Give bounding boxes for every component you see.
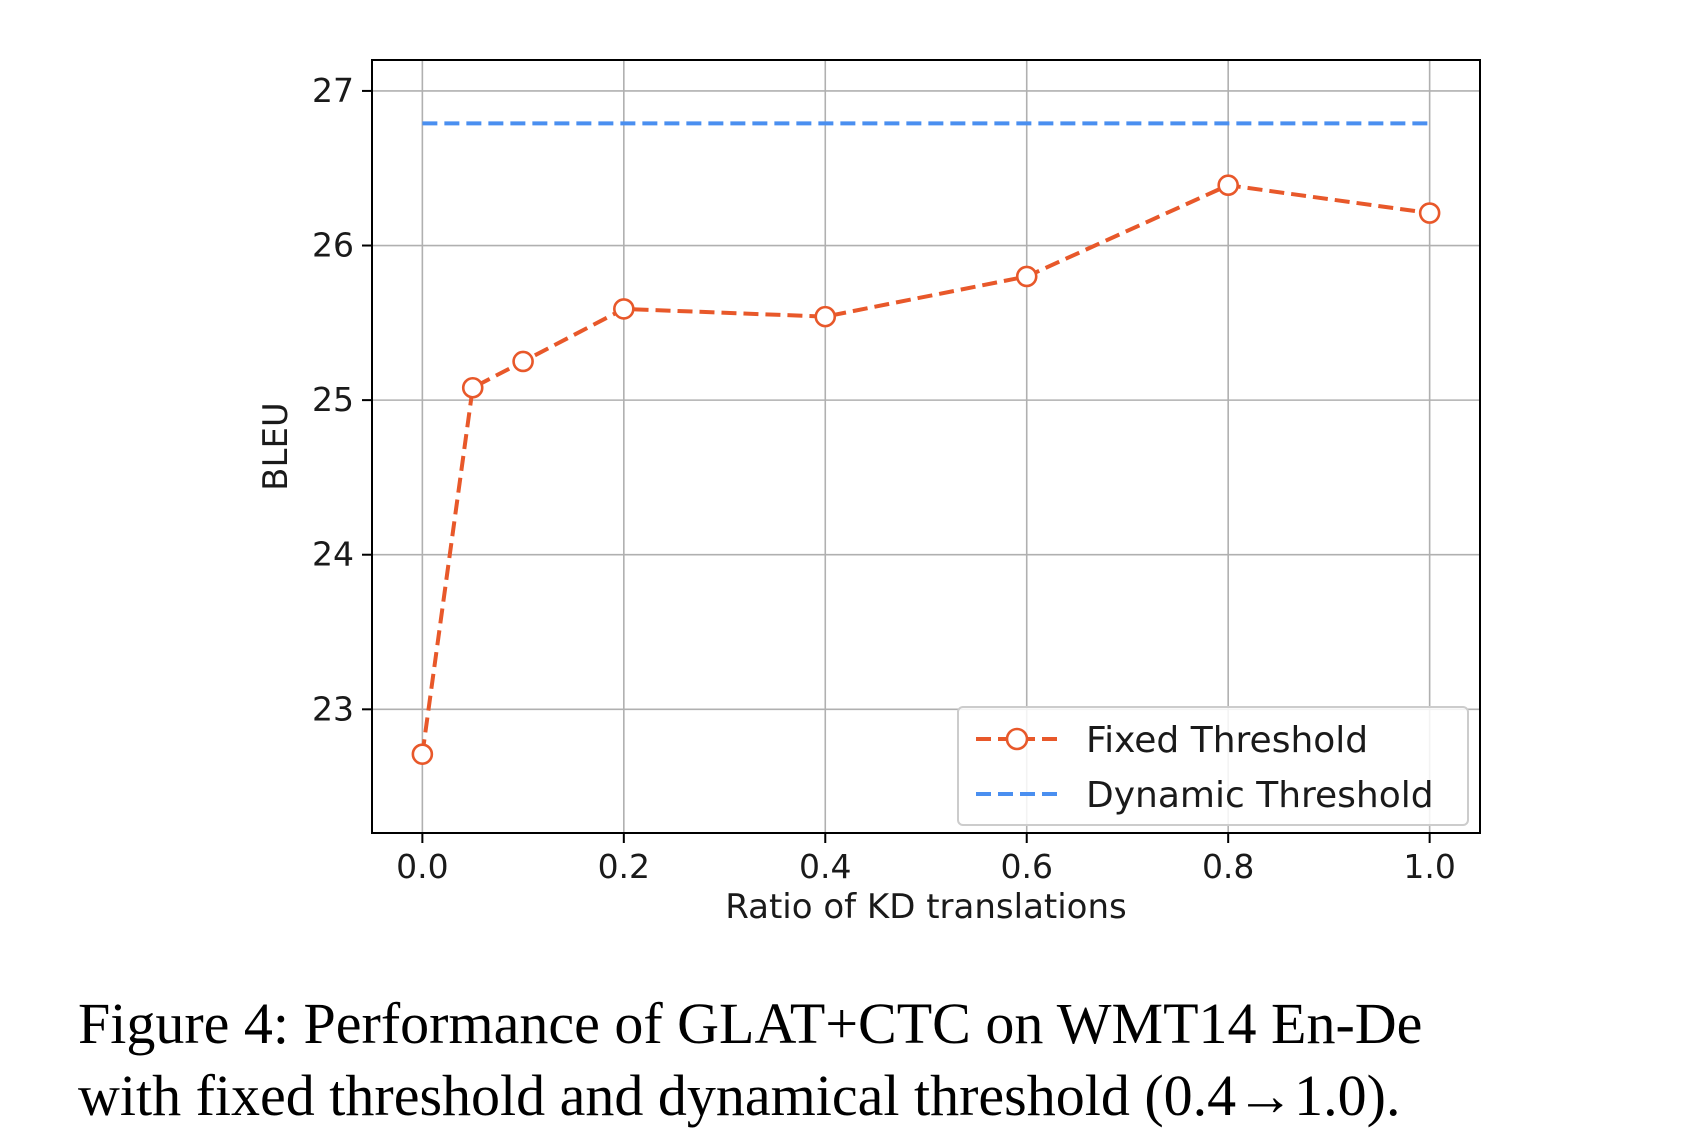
legend-box: [957, 706, 1469, 826]
legend-entry: Dynamic Threshold: [1086, 775, 1434, 816]
data-point: [1418, 202, 1441, 224]
y-tick-label: 26: [312, 226, 354, 265]
y-tick-label: 25: [312, 380, 354, 419]
x-tick-label: 0.0: [396, 847, 448, 886]
legend-items: Fixed Threshold Dynamic Threshold: [976, 720, 1434, 816]
caption-line-2: with fixed threshold and dynamical thres…: [78, 1063, 1401, 1128]
x-axis-label: Ratio of KD translations: [725, 887, 1127, 927]
data-point: [613, 298, 635, 320]
data-point: [814, 305, 837, 328]
tick-layer: 0.0 0.2 0.4 0.6 0.8 1.0 23 24 25 26 27: [312, 71, 1456, 886]
data-point: [461, 376, 484, 399]
data-point: [1015, 265, 1038, 288]
figure-caption: Figure 4: Performance of GLAT+CTC on WMT…: [78, 988, 1678, 1132]
x-tick-label: 0.6: [1000, 847, 1052, 886]
x-tick-label: 0.2: [598, 847, 650, 886]
y-tick-label: 27: [312, 71, 354, 110]
line-chart: 0.0 0.2 0.4 0.6 0.8 1.0 23 24 25 26 27 Ratio of KD…: [256, 59, 1481, 927]
x-tick-label: 0.4: [799, 847, 851, 886]
y-tick-label: 24: [312, 535, 354, 574]
series-line-fixed-threshold: [420, 183, 1430, 755]
series-layer: [411, 121, 1441, 765]
legend-entry: Fixed Threshold: [1086, 720, 1368, 761]
data-point: [411, 743, 434, 765]
data-point: [1217, 174, 1239, 197]
data-point: [512, 350, 534, 373]
y-tick-label: 23: [312, 689, 354, 728]
legend: Fixed Threshold Dynamic Threshold: [957, 706, 1469, 826]
legend-marker: [1005, 727, 1029, 751]
grid: [372, 60, 1480, 833]
caption-line-1: Figure 4: Performance of GLAT+CTC on WMT…: [78, 991, 1423, 1056]
x-tick-label: 0.8: [1202, 847, 1254, 886]
plot-frame: [371, 59, 1481, 834]
x-tick-label: 1.0: [1403, 847, 1455, 886]
y-axis-label: BLEU: [256, 402, 296, 491]
